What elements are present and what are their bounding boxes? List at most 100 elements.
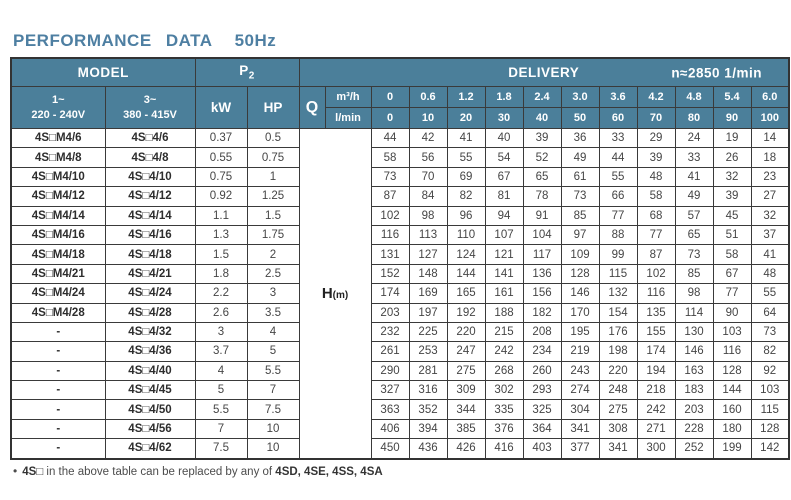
model-1ph: 4S□M4/18 — [10, 244, 106, 265]
page-title-text: PERFORMANCE DATA — [13, 31, 213, 50]
head-value-8: 49 — [674, 186, 714, 207]
head-value-8: 228 — [674, 418, 714, 440]
head-value-1: 148 — [408, 263, 448, 285]
table-row: 4S□M4/21 4S□4/21 1.8 2.5 152 148 144 141 136 128 1… — [10, 263, 790, 285]
model-3ph: 4S□4/10 — [104, 166, 196, 188]
header-model: MODEL — [10, 57, 196, 87]
p2-hp-value: 1.5 — [246, 205, 300, 226]
table-row: 4S□M4/14 4S□4/14 1.1 1.5 102 98 96 94 91 85 77 68 57… — [10, 205, 790, 226]
head-value-2: 344 — [446, 399, 486, 420]
head-value-8: 114 — [674, 302, 714, 323]
table-row: 4S□M4/10 4S□4/10 0.75 1 73 70 69 67 65 61 55 48 41 32… — [10, 166, 790, 188]
head-value-10: 128 — [750, 418, 790, 440]
head-value-9: 103 — [712, 321, 752, 343]
head-value-1: 70 — [408, 166, 448, 188]
head-value-4: 156 — [522, 283, 562, 304]
head-value-2: 144 — [446, 263, 486, 285]
head-value-9: 39 — [712, 186, 752, 207]
model-1ph: 4S□M4/12 — [10, 186, 106, 207]
head-value-7: 68 — [636, 205, 676, 226]
head-value-9: 128 — [712, 360, 752, 382]
p2-kw-value: 7.5 — [194, 438, 248, 460]
single-phase-symbol: 1~ — [51, 94, 65, 107]
p2-kw-value: 4 — [194, 360, 248, 382]
head-value-4: 52 — [522, 147, 562, 168]
head-value-1: 56 — [408, 147, 448, 168]
header-q: Q — [298, 86, 326, 129]
head-value-4: 39 — [522, 127, 562, 149]
flow-m3h-0: 0 — [370, 86, 410, 108]
flow-m3h-6: 3.6 — [598, 86, 638, 108]
p2-kw-value: 0.37 — [194, 127, 248, 149]
model-1ph: - — [10, 418, 106, 440]
footnote-model-placeholder: 4S□ — [22, 466, 44, 478]
head-value-5: 243 — [560, 360, 600, 382]
head-value-3: 242 — [484, 341, 524, 362]
head-value-7: 174 — [636, 341, 676, 362]
head-value-5: 73 — [560, 186, 600, 207]
head-value-10: 37 — [750, 224, 790, 246]
head-value-2: 82 — [446, 186, 486, 207]
head-value-10: 82 — [750, 341, 790, 362]
head-value-6: 308 — [598, 418, 638, 440]
head-value-0: 152 — [370, 263, 410, 285]
head-value-3: 54 — [484, 147, 524, 168]
head-value-7: 300 — [636, 438, 676, 460]
head-value-1: 253 — [408, 341, 448, 362]
head-value-7: 194 — [636, 360, 676, 382]
head-value-2: 96 — [446, 205, 486, 226]
head-value-3: 335 — [484, 399, 524, 420]
head-value-3: 188 — [484, 302, 524, 323]
head-value-4: 104 — [522, 224, 562, 246]
head-value-10: 115 — [750, 399, 790, 420]
head-value-0: 87 — [370, 186, 410, 207]
three-phase-symbol: 3~ — [143, 94, 157, 107]
model-3ph: 4S□4/18 — [104, 244, 196, 265]
head-value-9: 67 — [712, 263, 752, 285]
model-1ph: - — [10, 399, 106, 420]
head-value-8: 146 — [674, 341, 714, 362]
p2-hp-value: 1 — [246, 166, 300, 188]
head-value-1: 42 — [408, 127, 448, 149]
head-value-4: 78 — [522, 186, 562, 207]
head-value-3: 107 — [484, 224, 524, 246]
p2-hp-value: 7 — [246, 380, 300, 401]
head-value-10: 92 — [750, 360, 790, 382]
head-value-9: 77 — [712, 283, 752, 304]
model-3ph: 4S□4/24 — [104, 283, 196, 304]
head-value-10: 103 — [750, 380, 790, 401]
head-value-4: 117 — [522, 244, 562, 265]
flow-m3h-9: 5.4 — [712, 86, 752, 108]
head-value-9: 26 — [712, 147, 752, 168]
p2-hp-value: 3 — [246, 283, 300, 304]
model-3ph: 4S□4/62 — [104, 438, 196, 460]
head-value-8: 98 — [674, 283, 714, 304]
flow-lmin-10: 100 — [750, 107, 790, 129]
table-row: -4S□4/50 5.5 7.5 363 352 344 335 325 304 275 242 20… — [10, 399, 790, 420]
head-value-1: 281 — [408, 360, 448, 382]
model-3ph: 4S□4/8 — [104, 147, 196, 168]
header-unit-m3h: m³/h — [324, 86, 372, 108]
page-title: PERFORMANCE DATA 50Hz — [13, 31, 276, 51]
head-value-3: 268 — [484, 360, 524, 382]
head-value-3: 302 — [484, 380, 524, 401]
p2-kw-value: 0.55 — [194, 147, 248, 168]
h-label-unit: (m) — [332, 289, 349, 301]
head-value-2: 220 — [446, 321, 486, 343]
head-value-3: 94 — [484, 205, 524, 226]
head-value-6: 275 — [598, 399, 638, 420]
table-row: 4S□M4/18 4S□4/18 1.5 2 131 127 124 121 117 109 99 8… — [10, 244, 790, 265]
p2-kw-value: 7 — [194, 418, 248, 440]
flow-lmin-5: 50 — [560, 107, 600, 129]
head-value-0: 58 — [370, 147, 410, 168]
head-value-5: 341 — [560, 418, 600, 440]
speed-label: n≈2850 1/min — [671, 65, 763, 80]
p2-kw-value: 5.5 — [194, 399, 248, 420]
head-value-7: 58 — [636, 186, 676, 207]
head-value-7: 135 — [636, 302, 676, 323]
head-value-10: 32 — [750, 205, 790, 226]
head-value-2: 69 — [446, 166, 486, 188]
head-value-0: 131 — [370, 244, 410, 265]
head-value-4: 403 — [522, 438, 562, 460]
head-value-5: 274 — [560, 380, 600, 401]
